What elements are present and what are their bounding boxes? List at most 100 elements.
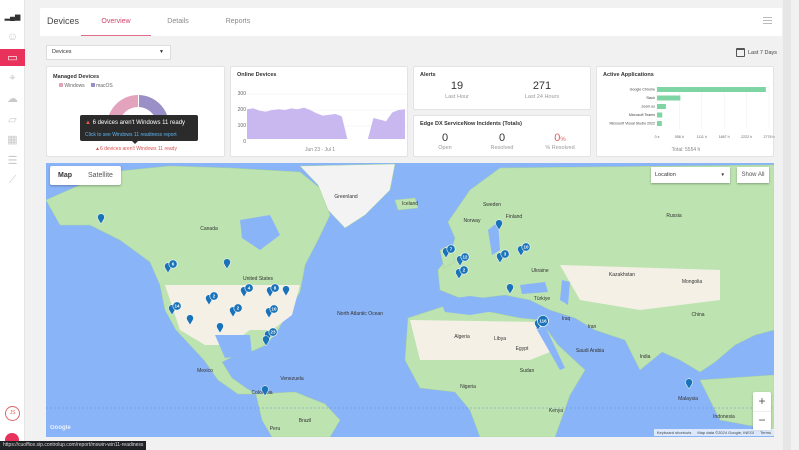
legend: Windows macOS	[59, 83, 113, 89]
pin-count: 23	[270, 330, 276, 335]
bar-zoom-us[interactable]	[657, 104, 666, 109]
keyboard-shortcuts-link[interactable]: Keyboard shortcuts	[656, 430, 692, 435]
warning-icon: ▲	[95, 146, 100, 152]
north-america-land	[46, 165, 331, 395]
map-label: Saudi Arabia	[576, 348, 605, 354]
device-pin[interactable]	[495, 219, 503, 231]
device-pin[interactable]: 23	[264, 327, 278, 342]
x-tick-label: 1667 h	[719, 135, 730, 139]
active-applications-card: Active Applications 0 s 556 h 1111 h 1667 h…	[596, 66, 775, 157]
gulf-of-mexico	[215, 335, 252, 358]
pin-count: 10	[271, 307, 277, 312]
device-pin[interactable]: 4	[240, 283, 254, 298]
device-pin[interactable]	[186, 314, 194, 326]
tooltip: ▲ 6 devices aren't Windows 11 ready Clic…	[80, 115, 198, 141]
pin-count: 6	[172, 262, 175, 267]
map-type-satellite-button[interactable]: Satellite	[88, 172, 113, 179]
google-logo[interactable]: Google	[50, 425, 71, 431]
tab-overview[interactable]: Overview	[81, 8, 151, 36]
device-pin[interactable]: 2	[229, 303, 243, 318]
bar-slack[interactable]	[657, 95, 681, 101]
location-select[interactable]: Location ▼	[651, 167, 730, 183]
map-type-map-button[interactable]: Map	[58, 172, 72, 179]
device-pin[interactable]	[282, 285, 290, 297]
laptop-icon[interactable]: ▭	[0, 49, 25, 66]
incidents-pct-value[interactable]: 0%	[554, 132, 566, 144]
legend-windows[interactable]: Windows	[59, 83, 85, 89]
date-range-button[interactable]: Last 7 Days	[736, 48, 777, 57]
incidents-pct-label: % Resolved	[545, 145, 575, 151]
device-filter-dropdown[interactable]: Devices ▼	[46, 45, 171, 60]
map-label: Algeria	[454, 334, 470, 340]
y-tick-label: 200	[237, 107, 246, 113]
page-title: Devices	[47, 16, 80, 26]
incidents-resolved-value[interactable]: 0	[498, 132, 506, 144]
zoom-out-button[interactable]: −	[753, 411, 771, 430]
terms-link[interactable]: Terms	[760, 430, 771, 435]
bar-google-chrome[interactable]	[657, 87, 766, 92]
windows11-warning[interactable]: ▲6 devices aren't Windows 11 ready	[95, 146, 177, 152]
category-label: zoom.us	[641, 105, 655, 109]
device-pin[interactable]	[262, 335, 270, 347]
tab-reports[interactable]: Reports	[225, 18, 251, 25]
user-icon[interactable]: ☺	[6, 31, 19, 43]
device-map[interactable]: Greenland Canada United States Mexico North …	[46, 163, 774, 437]
device-pin[interactable]: 3	[496, 249, 510, 264]
folder-icon[interactable]: ▱	[8, 113, 17, 126]
device-pin[interactable]: 6	[164, 259, 178, 274]
map-label: Peru	[270, 426, 281, 432]
dropdown-value: Devices	[52, 49, 72, 55]
map-label: Sweden	[483, 202, 501, 208]
scrollbar[interactable]	[783, 0, 791, 450]
device-pin[interactable]: 2	[455, 265, 469, 280]
alerts-last-24-label: Last 24 Hours	[524, 94, 560, 100]
incidents-open-value[interactable]: 0	[441, 132, 449, 144]
device-pin[interactable]: 7	[442, 244, 456, 259]
device-pin[interactable]: 14	[168, 301, 182, 316]
building-icon[interactable]: ▦	[7, 134, 18, 146]
tab-details[interactable]: Details	[167, 18, 189, 25]
alerts-last-hour-value[interactable]: 19	[450, 80, 464, 92]
device-pin[interactable]: 8	[266, 283, 280, 298]
device-pin[interactable]	[97, 213, 105, 225]
hudson-bay	[240, 215, 280, 250]
cloud-icon[interactable]: ☁	[7, 93, 18, 105]
device-pin[interactable]	[216, 322, 224, 334]
south-america-land	[255, 391, 341, 437]
device-pin[interactable]	[223, 258, 231, 270]
show-all-button[interactable]: Show All	[737, 167, 769, 183]
readiness-report-link[interactable]: Click to see Windows 11 readiness report	[85, 132, 177, 138]
alerts-last-24-value[interactable]: 271	[532, 80, 552, 92]
map-label: Canada	[200, 226, 218, 232]
device-pin[interactable]: 2	[205, 291, 219, 306]
legend-macos[interactable]: macOS	[90, 83, 113, 89]
signal-icon[interactable]: ▂▄▆	[4, 13, 21, 21]
device-pin[interactable]	[506, 283, 514, 295]
bar-microsoft-teams[interactable]	[657, 112, 663, 118]
pin-count: 8	[274, 286, 277, 291]
map-canvas[interactable]: Greenland Canada United States Mexico North …	[46, 163, 774, 437]
map-label: United States	[243, 276, 274, 282]
device-pin[interactable]: 116	[534, 315, 549, 331]
incidents-card: Edge DX ServiceNow Incidents (Totals) 0 …	[413, 115, 591, 157]
location-icon[interactable]: ⌖	[9, 71, 16, 84]
device-pin[interactable]: 12	[456, 252, 470, 267]
card-title: Active Applications	[603, 72, 654, 78]
list-icon[interactable]: ☰	[7, 154, 18, 167]
device-pin[interactable]: 10	[517, 242, 531, 257]
pin-count: 2	[213, 294, 216, 299]
chart-icon[interactable]: ⟋	[8, 174, 17, 186]
bar-microsoft-visual-studio-2022[interactable]	[657, 121, 662, 126]
card-title: Online Devices	[237, 72, 277, 78]
calendar-icon	[736, 48, 745, 57]
map-label: Indonesia	[713, 414, 735, 420]
device-pin[interactable]	[685, 378, 693, 390]
zoom-in-button[interactable]: +	[758, 394, 766, 408]
map-label: Kazakhstan	[609, 272, 635, 278]
menu-icon[interactable]	[763, 17, 772, 24]
device-pin[interactable]	[261, 385, 269, 397]
avatar[interactable]: JS	[5, 406, 20, 421]
online-devices-area	[247, 107, 405, 139]
device-pin[interactable]: 10	[265, 304, 279, 319]
pin-count: 12	[462, 255, 468, 260]
